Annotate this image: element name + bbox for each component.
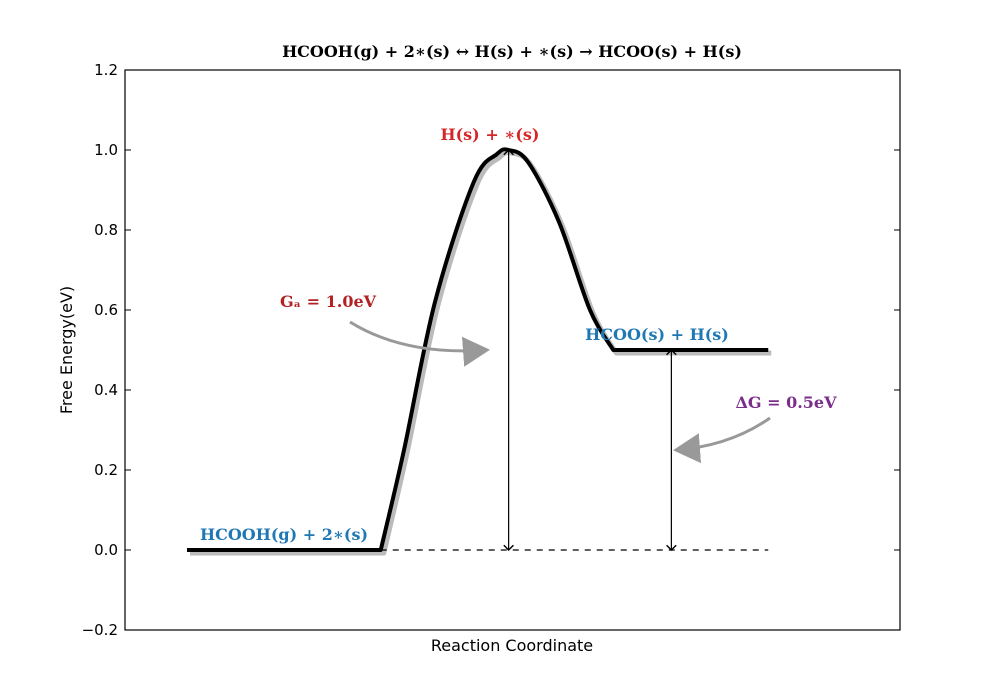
y-axis-label: Free Energy(eV): [57, 286, 76, 414]
energy-profile-curve: [187, 147, 769, 552]
activation-energy-label: Gₐ = 1.0eV: [280, 292, 377, 311]
reaction-energy-label: ΔG = 0.5eV: [735, 393, 837, 412]
y-tick-label: 0.8: [94, 221, 118, 239]
y-tick-label: 0.0: [94, 541, 118, 559]
y-tick-label: 0.2: [94, 461, 118, 479]
final-state-label: HCOO(s) + H(s): [585, 325, 729, 344]
y-tick-label: 1.0: [94, 141, 118, 159]
y-tick-label: 0.6: [94, 301, 118, 319]
y-axis-ticks: −0.2 0.0 0.2 0.4 0.6 0.8 1.0 1.2: [82, 61, 900, 639]
y-tick-label: −0.2: [82, 621, 118, 639]
initial-state-label: HCOOH(g) + 2∗(s): [200, 525, 368, 544]
x-axis-label: Reaction Coordinate: [431, 636, 593, 655]
y-tick-label: 1.2: [94, 61, 118, 79]
energy-curve-shadow: [190, 149, 772, 556]
reaction-pointer-arrow: [673, 416, 771, 464]
transition-state-label: H(s) + ∗(s): [440, 125, 539, 144]
y-tick-label: 0.4: [94, 381, 118, 399]
chart-title: HCOOH(g) + 2∗(s) ↔ H(s) + ∗(s) → HCOO(s)…: [282, 42, 742, 61]
activation-pointer-arrow: [349, 320, 490, 367]
plot-area-frame: [124, 69, 901, 631]
